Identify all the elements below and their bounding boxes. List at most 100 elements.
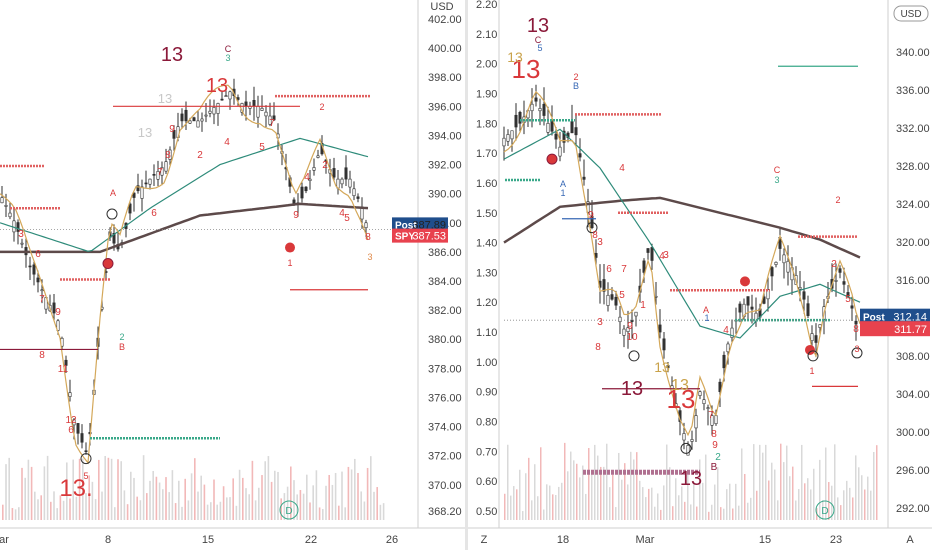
left-y-tick-label: 372.00 [428,451,462,463]
signal-marker [586,222,598,234]
volume-bar [347,466,350,520]
candle-body [618,316,622,323]
volume-bar [11,508,14,520]
candle-body [356,196,360,199]
volume-bar [504,493,506,520]
volume-bar [139,500,142,520]
right-left-y-tick-label: 1.40 [476,238,497,250]
candle-body [706,407,710,409]
candle-body [40,289,44,292]
volume-bar [146,493,148,520]
td-sequential-label: 11 [58,364,69,375]
volume-bar [765,444,767,520]
volume-bar [98,459,100,520]
volume-bar [370,456,372,520]
signal-marker [628,350,640,362]
volume-bar [69,498,71,520]
candle-body [590,216,594,228]
td-sequential-label: 2 [715,452,721,463]
volume-bar [861,475,863,520]
volume-bar [834,444,836,520]
volume-bar [110,458,113,520]
candle-body [192,117,196,122]
volume-bar [561,482,563,520]
right-y-tick-label: 336.00 [896,85,930,97]
td-sequential-label: 8 [365,232,371,243]
td-sequential-label: 13 [621,378,643,400]
volume-bar [187,500,190,520]
td-sequential-label: 5 [845,294,851,305]
right-y-tick-label: 320.00 [896,237,930,249]
candle-body [774,261,778,265]
left-currency-label: USD [430,1,453,13]
candle-body [84,450,88,453]
volume-bar [245,488,247,520]
volume-bar [18,507,20,520]
volume-bar [792,466,794,520]
volume-bar [732,508,734,520]
sma-long-line [503,196,861,259]
volume-bar [280,498,282,520]
volume-bar [78,458,81,520]
volume-bar [21,467,23,520]
candle-body [834,280,838,282]
volume-bar [546,484,548,520]
candle-body [260,107,264,111]
candle-body [36,277,40,283]
candle-body [168,149,172,160]
candle-body [506,134,510,142]
volume-bar [328,474,330,520]
td-sequential-label: 5 [344,213,350,224]
right-y-tick-label: 332.00 [896,123,930,135]
volume-bar [354,458,356,520]
td-sequential-label: 9 [712,440,718,451]
td-sequential-label: C [774,165,781,175]
candle-body [510,130,514,140]
candle-body [686,445,690,456]
right-left-y-tick-label: 1.60 [476,178,497,190]
volume-bar [302,493,305,520]
left-y-tick-label: 378.00 [428,363,462,375]
candle-body [698,391,702,396]
volume-bar [168,492,170,520]
volume-bar [822,500,824,520]
candle-body [184,109,188,122]
candle-body [64,359,68,366]
candle-body [850,305,854,309]
right-left-y-tick-label: 1.10 [476,327,497,339]
signal-marker [851,347,863,359]
volume-bar [190,473,193,520]
right-left-y-tick-label: 0.70 [476,446,497,458]
candle-body [786,260,790,273]
td-sequential-label: 3 [663,250,669,261]
volume-bar [30,466,33,520]
candle-body [634,311,638,317]
volume-bar [379,504,382,520]
td-sequential-label: C [225,44,232,54]
left-d-badge-text: D [285,506,292,517]
volume-bar [744,473,746,520]
volume-bar [62,500,65,520]
td-sequential-label: 7 [621,264,627,275]
candle-body [562,130,566,143]
candle-body [208,110,212,114]
right-y-tick-label: 308.00 [896,351,930,363]
right-y-tick-label: 340.00 [896,47,930,59]
left-x-tick-label: 22 [305,534,317,546]
candle-body [72,419,76,426]
candle-body [650,247,654,261]
volume-bar [72,459,74,520]
right-left-y-tick-label: 1.90 [476,88,497,100]
volume-bar [870,490,872,520]
volume-bar [318,507,321,520]
td-sequential-label: 13 [680,468,702,490]
volume-bar [258,487,260,520]
td-sequential-label: 5 [83,471,88,481]
right-left-y-tick-label: 2.00 [476,59,497,71]
left-y-tick-label: 400.00 [428,43,462,55]
candle-body [542,103,546,116]
volume-bar [708,511,710,520]
right-left-y-tick-label: 1.20 [476,297,497,309]
